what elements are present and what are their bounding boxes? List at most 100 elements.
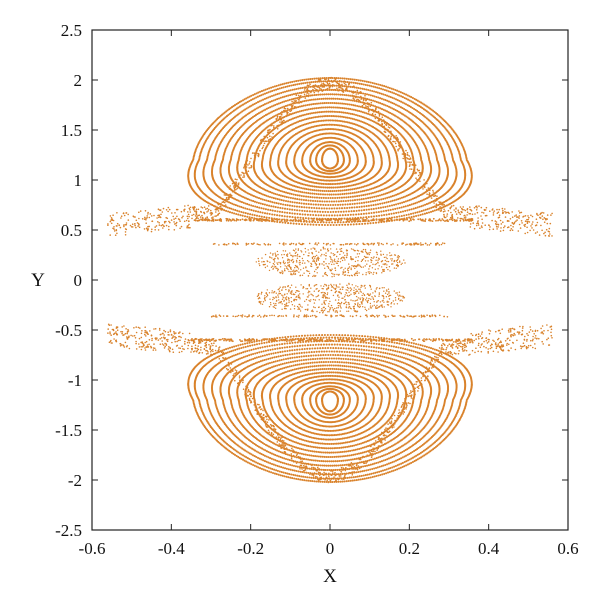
data-point: [419, 213, 422, 216]
data-point: [336, 186, 339, 189]
data-point: [372, 99, 375, 102]
data-point: [358, 114, 361, 118]
data-point: [343, 107, 346, 110]
data-point: [321, 77, 324, 80]
data-point: [294, 92, 297, 95]
data-point: [365, 212, 368, 215]
data-point: [405, 93, 408, 96]
data-point: [270, 86, 273, 89]
data-point: [238, 205, 241, 208]
data-point: [246, 212, 249, 215]
data-point: [357, 79, 360, 82]
data-point: [344, 98, 347, 101]
data-point: [346, 206, 349, 210]
data-point: [318, 97, 321, 101]
data-point: [316, 98, 319, 101]
data-point: [261, 203, 264, 206]
data-point: [309, 112, 312, 115]
data-point: [376, 199, 379, 202]
data-point: [409, 212, 413, 215]
data-point: [246, 203, 249, 206]
data-point: [303, 95, 306, 98]
data-point: [301, 86, 304, 89]
data-point: [283, 215, 286, 218]
data-point: [372, 159, 375, 162]
data-point: [406, 209, 409, 212]
data-point: [288, 84, 291, 87]
data-point: [344, 111, 347, 114]
data-point: [363, 80, 366, 83]
data-point: [327, 190, 330, 193]
data-point: [360, 209, 363, 212]
data-point: [342, 98, 345, 101]
data-point: [400, 206, 403, 209]
data-point: [404, 205, 407, 208]
data-point: [415, 214, 418, 218]
data-point: [365, 88, 368, 91]
data-point: [400, 95, 403, 98]
data-point: [394, 92, 397, 96]
data-point: [287, 222, 290, 225]
data-point: [341, 214, 344, 217]
data-point: [279, 202, 282, 206]
data-point: [342, 111, 345, 114]
data-point: [302, 82, 305, 85]
data-point: [308, 206, 311, 209]
data-point: [313, 77, 316, 80]
data-point: [326, 97, 329, 100]
data-point: [320, 97, 323, 100]
data-point: [403, 214, 406, 217]
data-point: [420, 159, 423, 163]
data-point: [306, 213, 309, 216]
data-point: [278, 194, 281, 197]
data-point: [334, 193, 337, 196]
data-point: [301, 79, 304, 82]
data-point: [381, 202, 384, 205]
data-point: [306, 210, 309, 213]
data-point: [280, 86, 283, 89]
data-point: [309, 85, 312, 88]
data-point: [272, 197, 275, 200]
data-point: [276, 214, 279, 217]
data-point: [276, 88, 279, 91]
data-point: [313, 189, 316, 192]
data-point: [312, 80, 315, 84]
data-point: [420, 205, 423, 208]
data-point: [366, 84, 369, 87]
data-point: [306, 103, 309, 107]
data-point: [287, 94, 290, 97]
data-point: [359, 216, 362, 219]
data-point: [334, 374, 337, 378]
data-point: [382, 98, 385, 101]
data-point: [358, 202, 361, 205]
data-point: [348, 184, 352, 187]
data-point: [416, 201, 419, 204]
data-point: [305, 202, 308, 205]
data-point: [276, 103, 279, 106]
data-point: [291, 204, 294, 207]
data-point: [276, 93, 279, 96]
data-point: [403, 96, 406, 100]
data-point: [338, 223, 341, 226]
data-point: [278, 210, 281, 213]
data-point: [321, 193, 325, 196]
data-point: [381, 102, 384, 105]
data-point: [342, 116, 345, 119]
data-point: [267, 91, 270, 94]
data-point: [274, 197, 277, 200]
data-point: [394, 207, 397, 210]
data-point: [377, 210, 380, 214]
data-point: [378, 194, 382, 197]
data-point: [252, 200, 255, 203]
data-point: [359, 79, 362, 82]
data-point: [348, 206, 351, 209]
data-point: [386, 205, 389, 208]
data-point: [363, 205, 366, 208]
data-point: [349, 223, 352, 226]
data-point: [297, 106, 300, 109]
data-point: [285, 196, 288, 199]
data-point: [251, 213, 254, 216]
data-point: [398, 215, 401, 218]
data-point: [362, 194, 365, 197]
data-point: [365, 93, 369, 96]
